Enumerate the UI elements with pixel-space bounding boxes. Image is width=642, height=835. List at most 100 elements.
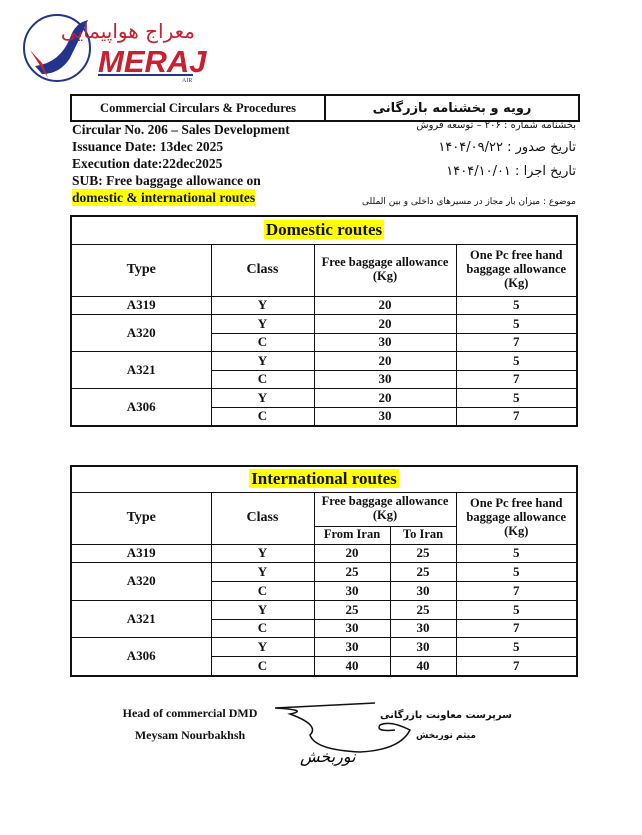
table-cell: 7	[455, 618, 578, 639]
circular-info-en: Circular No. 206 – Sales Development Iss…	[72, 121, 290, 206]
signatory-name: Meysam Nourbakhsh	[134, 728, 246, 742]
subject-line-1: SUB: Free baggage allowance on	[72, 173, 261, 188]
header-right: رویه و بخشنامه بازرگانی	[324, 96, 578, 120]
table-cell: 7	[455, 656, 578, 677]
signatory-title-fa: سرپرست معاونت بازرگانی	[379, 710, 512, 721]
domestic-title: Domestic routes	[263, 219, 385, 239]
table-cell: 7	[455, 369, 578, 389]
table-row: A320 Y 20 5	[70, 314, 578, 352]
cell-type: A319	[70, 543, 212, 564]
table-cell: Y	[210, 637, 315, 658]
cell-type: A320	[70, 562, 212, 601]
signature-image: نوربخش	[274, 702, 412, 766]
table-row: A319 Y 20 5	[70, 295, 578, 315]
cell-type: A321	[70, 351, 212, 389]
cell-type: A319	[70, 295, 212, 315]
cell-type: A320	[70, 314, 212, 352]
table-cell: 30	[313, 637, 391, 658]
col-hand-baggage: One Pc free hand baggage allowance (Kg)	[455, 243, 578, 297]
table-cell: C	[210, 369, 315, 389]
table-cell: 20	[313, 388, 457, 408]
table-cell: 5	[455, 562, 578, 583]
col-class: Class	[210, 243, 315, 297]
table-cell: 20	[313, 351, 457, 371]
col-type: Type	[70, 491, 212, 545]
logo-emblem-icon: MERAJ AIR معراج هواپیمایی	[23, 14, 207, 84]
table-row: C 30 30 7	[71, 581, 578, 601]
table-cell: 30	[313, 406, 457, 426]
table-cell: 30	[389, 581, 457, 601]
svg-text:نوربخش: نوربخش	[300, 747, 356, 766]
table-cell: 30	[389, 618, 457, 639]
table-cell: 20	[313, 295, 457, 315]
table-cell: C	[210, 618, 315, 639]
table-cell: C	[210, 581, 315, 601]
table-cell: Y	[210, 388, 315, 408]
table-cell: 5	[455, 295, 578, 315]
exec-date-fa: تاریخ اجرا : ۱۴۰۴/۱۰/۰۱	[446, 164, 576, 179]
table-cell: Y	[210, 562, 315, 583]
meraj-logo: MERAJ AIR معراج هواپیمایی	[20, 8, 220, 84]
table-cell: 5	[455, 637, 578, 658]
international-title: International routes	[249, 468, 399, 488]
table-cell: 25	[389, 562, 457, 583]
table-cell: Y	[210, 351, 315, 371]
table-cell: 7	[455, 332, 578, 352]
table-row: A321 Y 20 5	[70, 351, 578, 389]
col-free-baggage: Free baggage allowance (Kg)	[313, 243, 457, 297]
col-from-iran: From Iran	[313, 525, 391, 545]
table-cell: 30	[313, 332, 457, 352]
table-row: A320 Y 25 25 5	[70, 562, 578, 601]
table-cell: C	[210, 656, 315, 677]
col-class: Class	[210, 491, 315, 545]
header-left: Commercial Circulars & Procedures	[100, 100, 296, 115]
table-cell: 25	[389, 543, 457, 564]
table-cell: C	[210, 406, 315, 426]
table-row: C 30 7	[71, 406, 578, 426]
table-cell: 5	[455, 351, 578, 371]
col-free-baggage: Free baggage allowance (Kg)	[313, 491, 457, 527]
table-cell: 25	[313, 599, 391, 620]
table-row: A321 Y 25 25 5	[70, 599, 578, 639]
table-cell: 7	[455, 406, 578, 426]
table-cell: Y	[210, 295, 315, 315]
table-cell: C	[210, 332, 315, 352]
table-cell: 25	[389, 599, 457, 620]
signatory-en: Head of commercial DMD Meysam Nourbakhsh	[110, 702, 270, 746]
table-cell: 5	[455, 543, 578, 564]
table-cell: 5	[455, 314, 578, 334]
table-cell: 30	[313, 581, 391, 601]
svg-text:MERAJ: MERAJ	[98, 44, 207, 79]
subject-line-2: domestic & international routes	[72, 189, 256, 206]
table-cell: 7	[455, 581, 578, 601]
signatory-title: Head of commercial DMD	[122, 706, 258, 720]
table-cell: 40	[313, 656, 391, 677]
table-cell: Y	[210, 543, 315, 564]
table-cell: 5	[455, 388, 578, 408]
table-row: A319 Y 20 25 5	[70, 543, 578, 564]
svg-text:معراج هواپیمایی: معراج هواپیمایی	[61, 19, 195, 44]
cell-type: A306	[70, 637, 212, 677]
domestic-routes-table: Domestic routes Type Class Free baggage …	[70, 215, 578, 427]
circular-number: Circular No. 206 – Sales Development	[72, 122, 290, 137]
cell-type: A321	[70, 599, 212, 639]
col-type: Type	[70, 243, 212, 297]
table-cell: 30	[389, 637, 457, 658]
subject-fa: موضوع : میزان بار مجاز در مسیرهای داخلی …	[362, 197, 576, 207]
table-cell: 40	[389, 656, 457, 677]
table-cell: 30	[313, 618, 391, 639]
issuance-date: Issuance Date: 13dec 2025	[72, 139, 224, 154]
signatory-name-fa: میثم نوربخش	[416, 731, 476, 741]
header-box: Commercial Circulars & Procedures رویه و…	[70, 94, 580, 122]
cell-type: A306	[70, 388, 212, 426]
table-row: C 40 40 7	[71, 656, 578, 677]
table-cell: 25	[313, 562, 391, 583]
table-cell: Y	[210, 314, 315, 334]
col-hand-baggage: One Pc free hand baggage allowance (Kg)	[455, 491, 578, 545]
col-to-iran: To Iran	[389, 525, 457, 545]
international-routes-table: International routes Type Class Free bag…	[70, 465, 578, 677]
svg-text:AIR: AIR	[182, 78, 192, 84]
table-row: A306 Y 20 5	[70, 388, 578, 426]
execution-date: Execution date:22dec2025	[72, 156, 223, 171]
table-cell: 30	[313, 369, 457, 389]
